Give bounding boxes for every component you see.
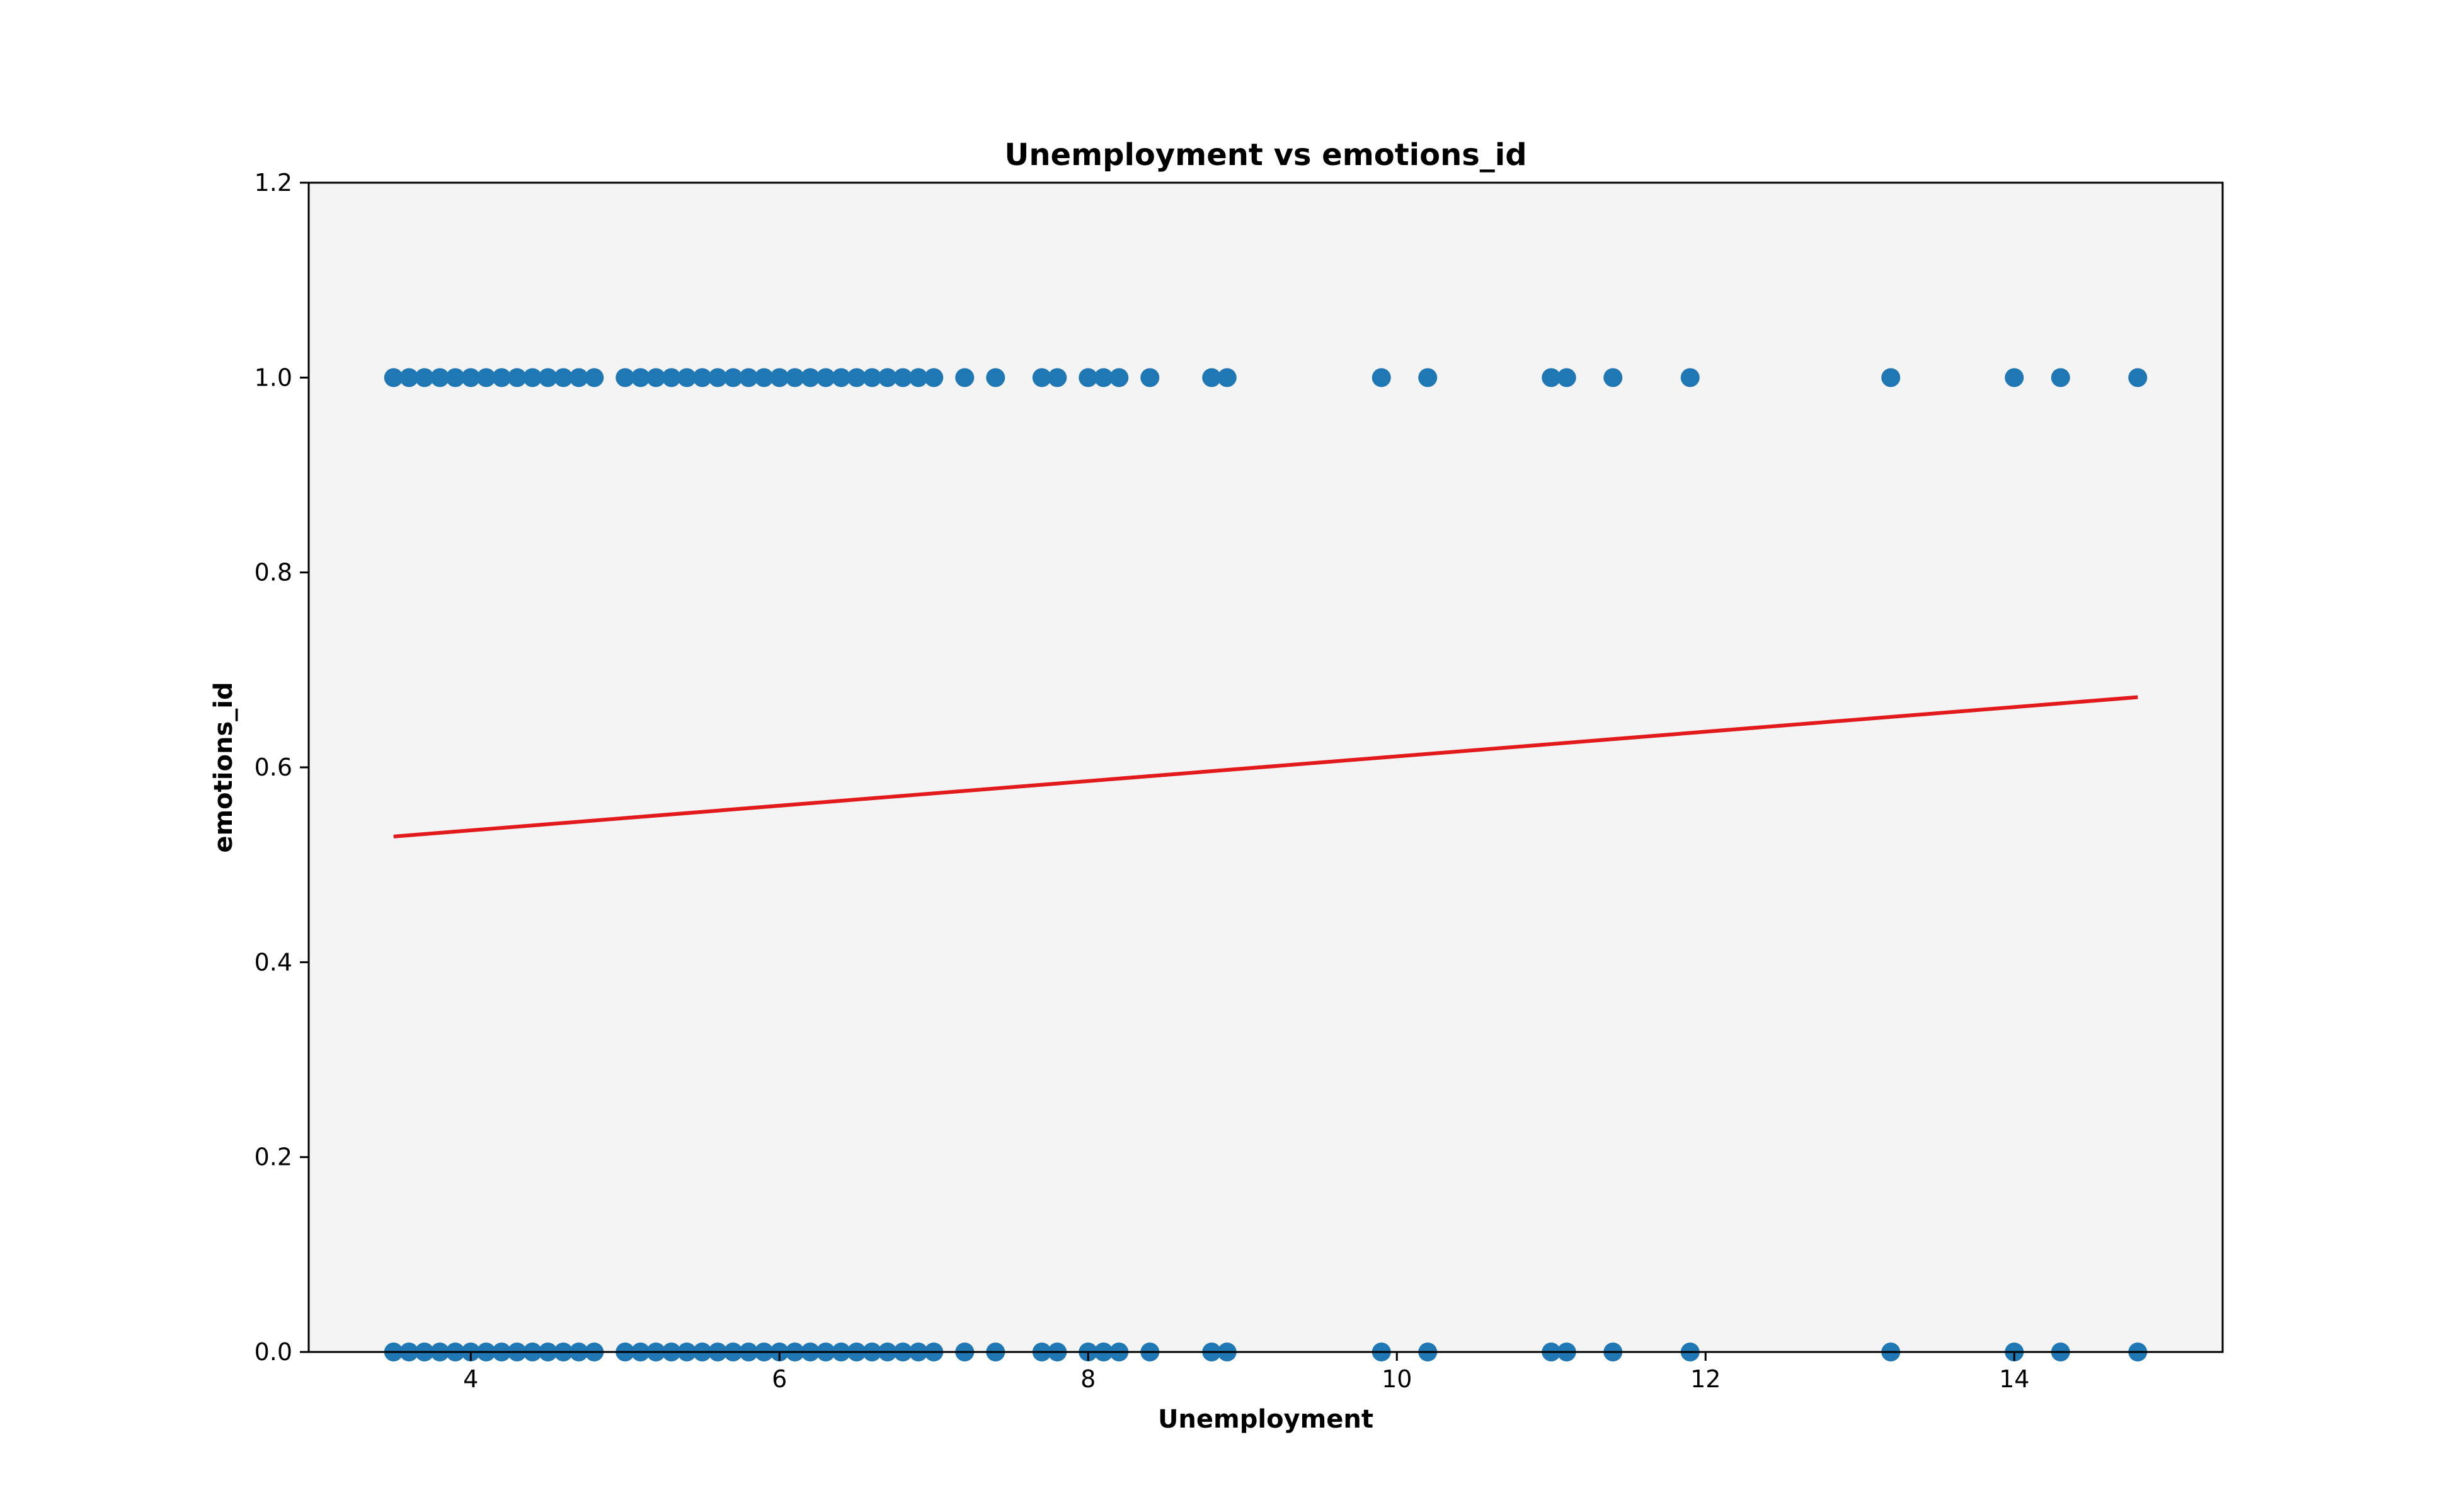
scatter-point <box>908 368 928 387</box>
x-tick-label: 12 <box>1690 1365 1721 1393</box>
y-axis-ticks: 0.0 0.2 0.4 0.6 0.8 1.0 1.2 <box>255 169 309 1366</box>
scatter-point <box>893 368 913 387</box>
scatter-point <box>476 368 496 387</box>
scatter-point <box>924 368 944 387</box>
scatter-point <box>1079 368 1098 387</box>
scatter-point <box>445 368 465 387</box>
scatter-point <box>538 368 558 387</box>
scatter-point <box>785 368 805 387</box>
scatter-point <box>646 368 666 387</box>
scatter-point <box>415 368 434 387</box>
x-tick-label: 4 <box>463 1365 478 1393</box>
scatter-point <box>1048 368 1067 387</box>
x-tick-label: 10 <box>1382 1365 1412 1393</box>
scatter-point <box>1032 368 1051 387</box>
scatter-point <box>430 368 450 387</box>
scatter-point <box>878 368 897 387</box>
scatter-point <box>523 368 542 387</box>
scatter-point <box>955 368 975 387</box>
scatter-point <box>585 368 604 387</box>
y-tick-label: 1.2 <box>255 169 292 197</box>
scatter-point <box>677 368 697 387</box>
y-axis-label: emotions_id <box>209 682 238 852</box>
scatter-point <box>1542 368 1561 387</box>
scatter-point <box>1418 368 1438 387</box>
scatter-point <box>816 368 835 387</box>
chart-title: Unemployment vs emotions_id <box>1004 137 1526 173</box>
scatter-point <box>1109 368 1129 387</box>
scatter-point <box>692 368 712 387</box>
scatter-point <box>1557 368 1576 387</box>
y-tick-label: 0.4 <box>255 948 292 976</box>
y-tick-label: 0.8 <box>255 559 292 587</box>
x-tick-label: 14 <box>1999 1365 2029 1393</box>
scatter-point <box>862 368 882 387</box>
scatter-point <box>832 368 851 387</box>
scatter-point <box>631 368 650 387</box>
y-tick-label: 1.0 <box>255 364 292 391</box>
regression-line <box>393 695 2138 839</box>
x-axis-ticks: 4 6 8 10 12 14 <box>463 1352 2029 1393</box>
scatter-point <box>1881 368 1901 387</box>
scatter-point <box>2051 368 2070 387</box>
scatter-point <box>554 368 573 387</box>
scatter-point <box>986 368 1005 387</box>
scatter-point <box>2005 368 2024 387</box>
y-tick-label: 0.2 <box>255 1143 292 1171</box>
scatter-point <box>1372 368 1391 387</box>
scatter-point <box>399 368 419 387</box>
x-tick-label: 8 <box>1080 1365 1096 1393</box>
scatter-point <box>569 368 588 387</box>
scatter-point <box>662 368 681 387</box>
scatter-point <box>616 368 635 387</box>
scatter-point <box>1094 368 1113 387</box>
scatter-point <box>461 368 481 387</box>
scatter-point <box>770 368 789 387</box>
scatter-point <box>1202 368 1222 387</box>
y-tick-label: 0.6 <box>255 753 292 781</box>
x-axis-label: Unemployment <box>1158 1405 1373 1434</box>
scatter-point <box>1680 368 1700 387</box>
scatter-point <box>2128 368 2148 387</box>
scatter-point <box>1603 368 1623 387</box>
scatter-point <box>1140 368 1160 387</box>
scatter-point <box>723 368 743 387</box>
scatter-point <box>492 368 512 387</box>
y-tick-label: 0.0 <box>255 1338 292 1366</box>
scatter-point <box>801 368 820 387</box>
scatter-point <box>507 368 527 387</box>
scatter-point <box>754 368 774 387</box>
x-tick-label: 6 <box>772 1365 787 1393</box>
scatter-point <box>847 368 866 387</box>
scatter-point <box>384 368 403 387</box>
scatter-point <box>708 368 728 387</box>
scatter-point <box>1217 368 1237 387</box>
scatter-point <box>739 368 759 387</box>
